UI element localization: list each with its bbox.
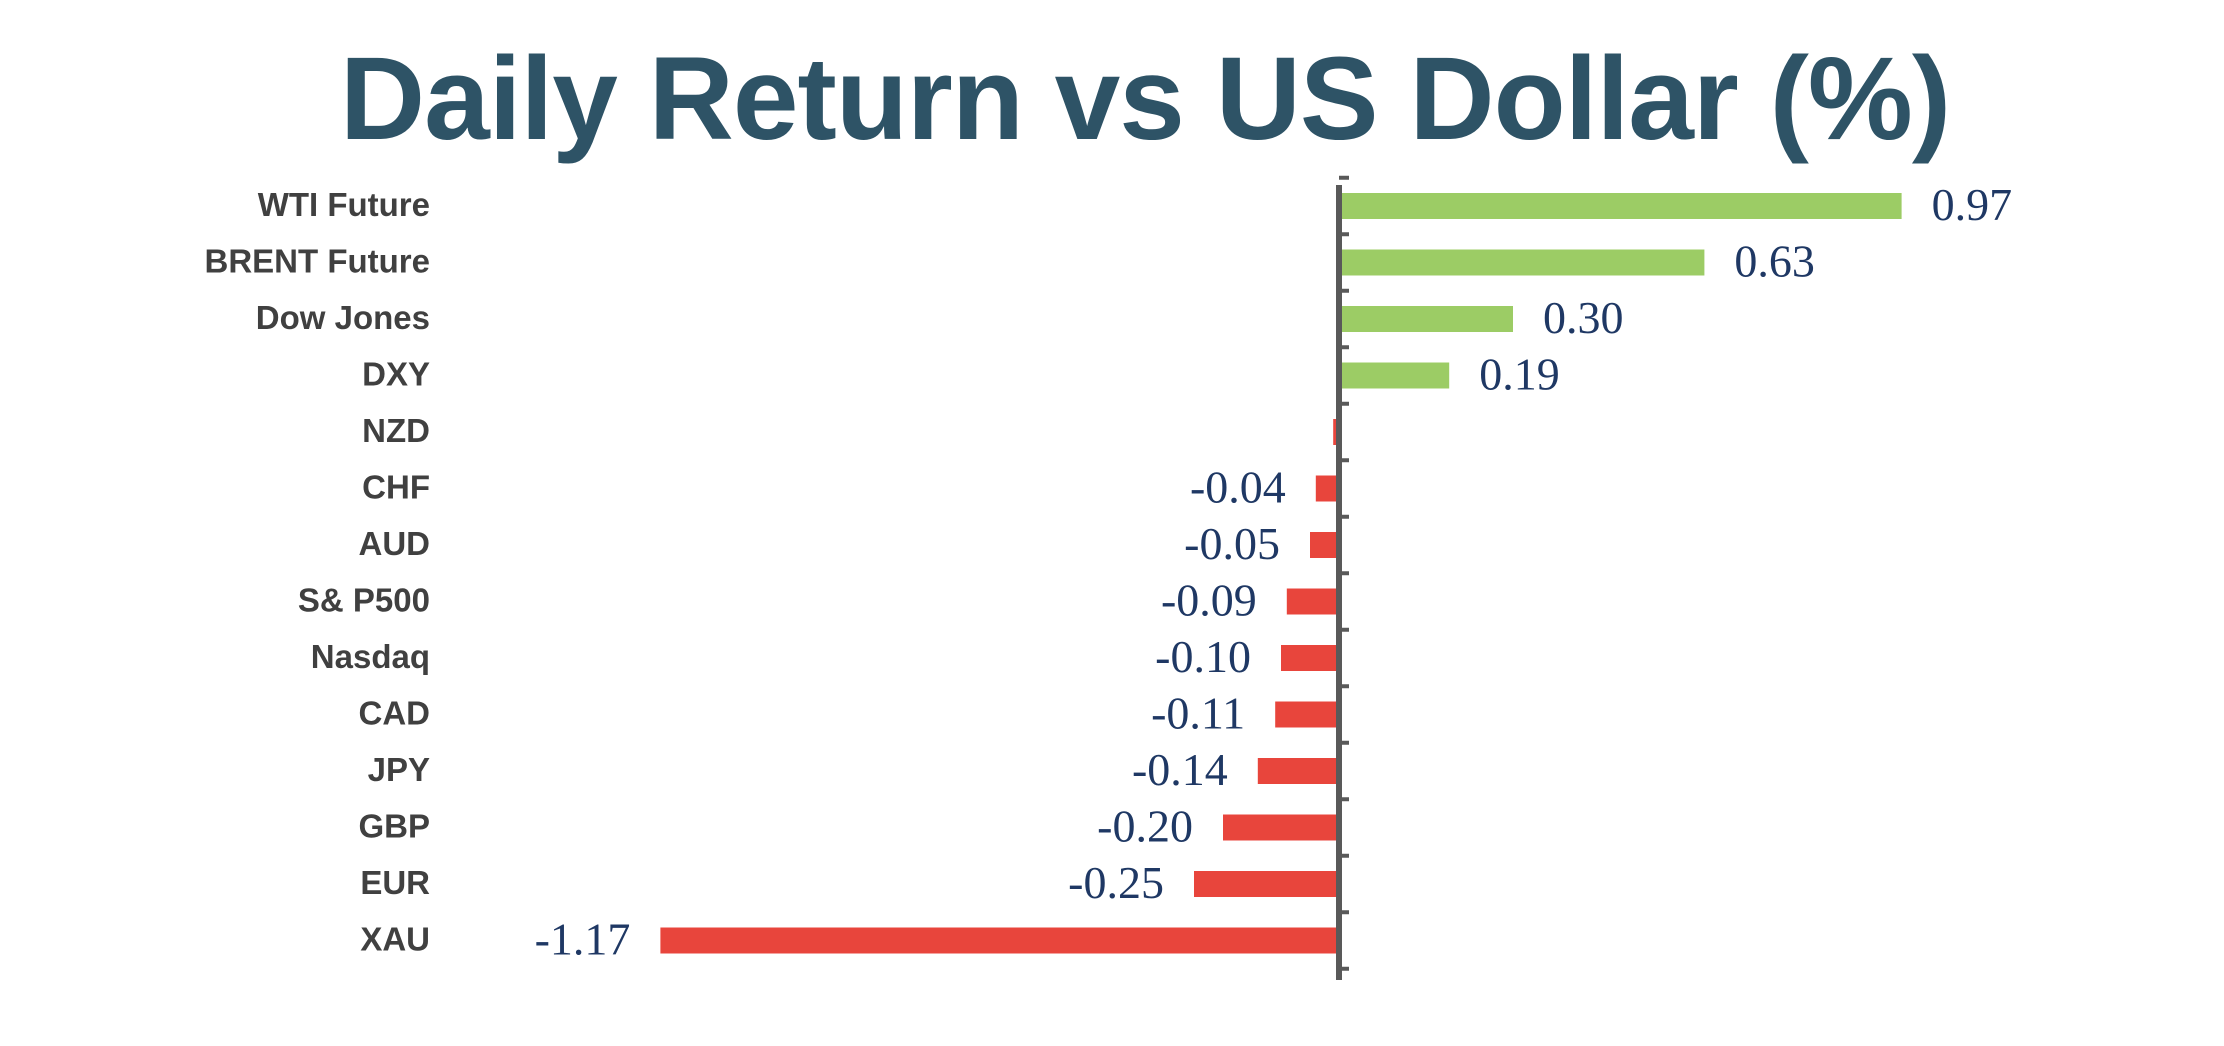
data-label: -0.09 <box>1161 575 1257 626</box>
category-label: BRENT Future <box>205 243 431 280</box>
category-label: AUD <box>359 525 431 562</box>
chart-title: Daily Return vs US Dollar (%) <box>339 33 1951 165</box>
bar <box>1257 758 1339 784</box>
data-label: -0.20 <box>1097 801 1193 852</box>
category-label: S& P500 <box>298 582 430 619</box>
bar <box>1275 701 1339 728</box>
data-label: 0.19 <box>1479 349 1560 400</box>
category-label: DXY <box>362 356 430 393</box>
bar <box>1315 475 1339 502</box>
data-label: -0.14 <box>1132 744 1228 795</box>
data-label: -0.25 <box>1068 857 1164 908</box>
category-label: CHF <box>362 469 430 506</box>
bar <box>1339 193 1902 219</box>
bar <box>660 927 1339 954</box>
data-label: -0.05 <box>1184 518 1280 569</box>
bar <box>1339 362 1450 389</box>
bar <box>1339 306 1513 332</box>
bar <box>1194 871 1339 897</box>
category-label: Dow Jones <box>256 299 430 336</box>
bar <box>1223 814 1339 841</box>
category-label: JPY <box>368 751 430 788</box>
category-label: WTI Future <box>258 186 430 223</box>
bar <box>1339 249 1705 276</box>
data-label: -0.11 <box>1151 688 1245 739</box>
category-label: EUR <box>360 864 430 901</box>
bar <box>1281 645 1339 671</box>
category-label: Nasdaq <box>311 638 430 675</box>
data-label: -0.10 <box>1155 631 1251 682</box>
bar <box>1286 588 1339 615</box>
category-label: GBP <box>358 808 430 845</box>
bar <box>1310 532 1339 558</box>
category-label: XAU <box>360 921 430 958</box>
data-label: 0.63 <box>1734 236 1815 287</box>
category-label: CAD <box>359 695 431 732</box>
category-label: NZD <box>362 412 430 449</box>
data-label: 0.30 <box>1543 292 1624 343</box>
data-label: -1.17 <box>535 914 631 965</box>
data-label: 0.97 <box>1932 179 2013 230</box>
data-label: -0.04 <box>1190 462 1286 513</box>
